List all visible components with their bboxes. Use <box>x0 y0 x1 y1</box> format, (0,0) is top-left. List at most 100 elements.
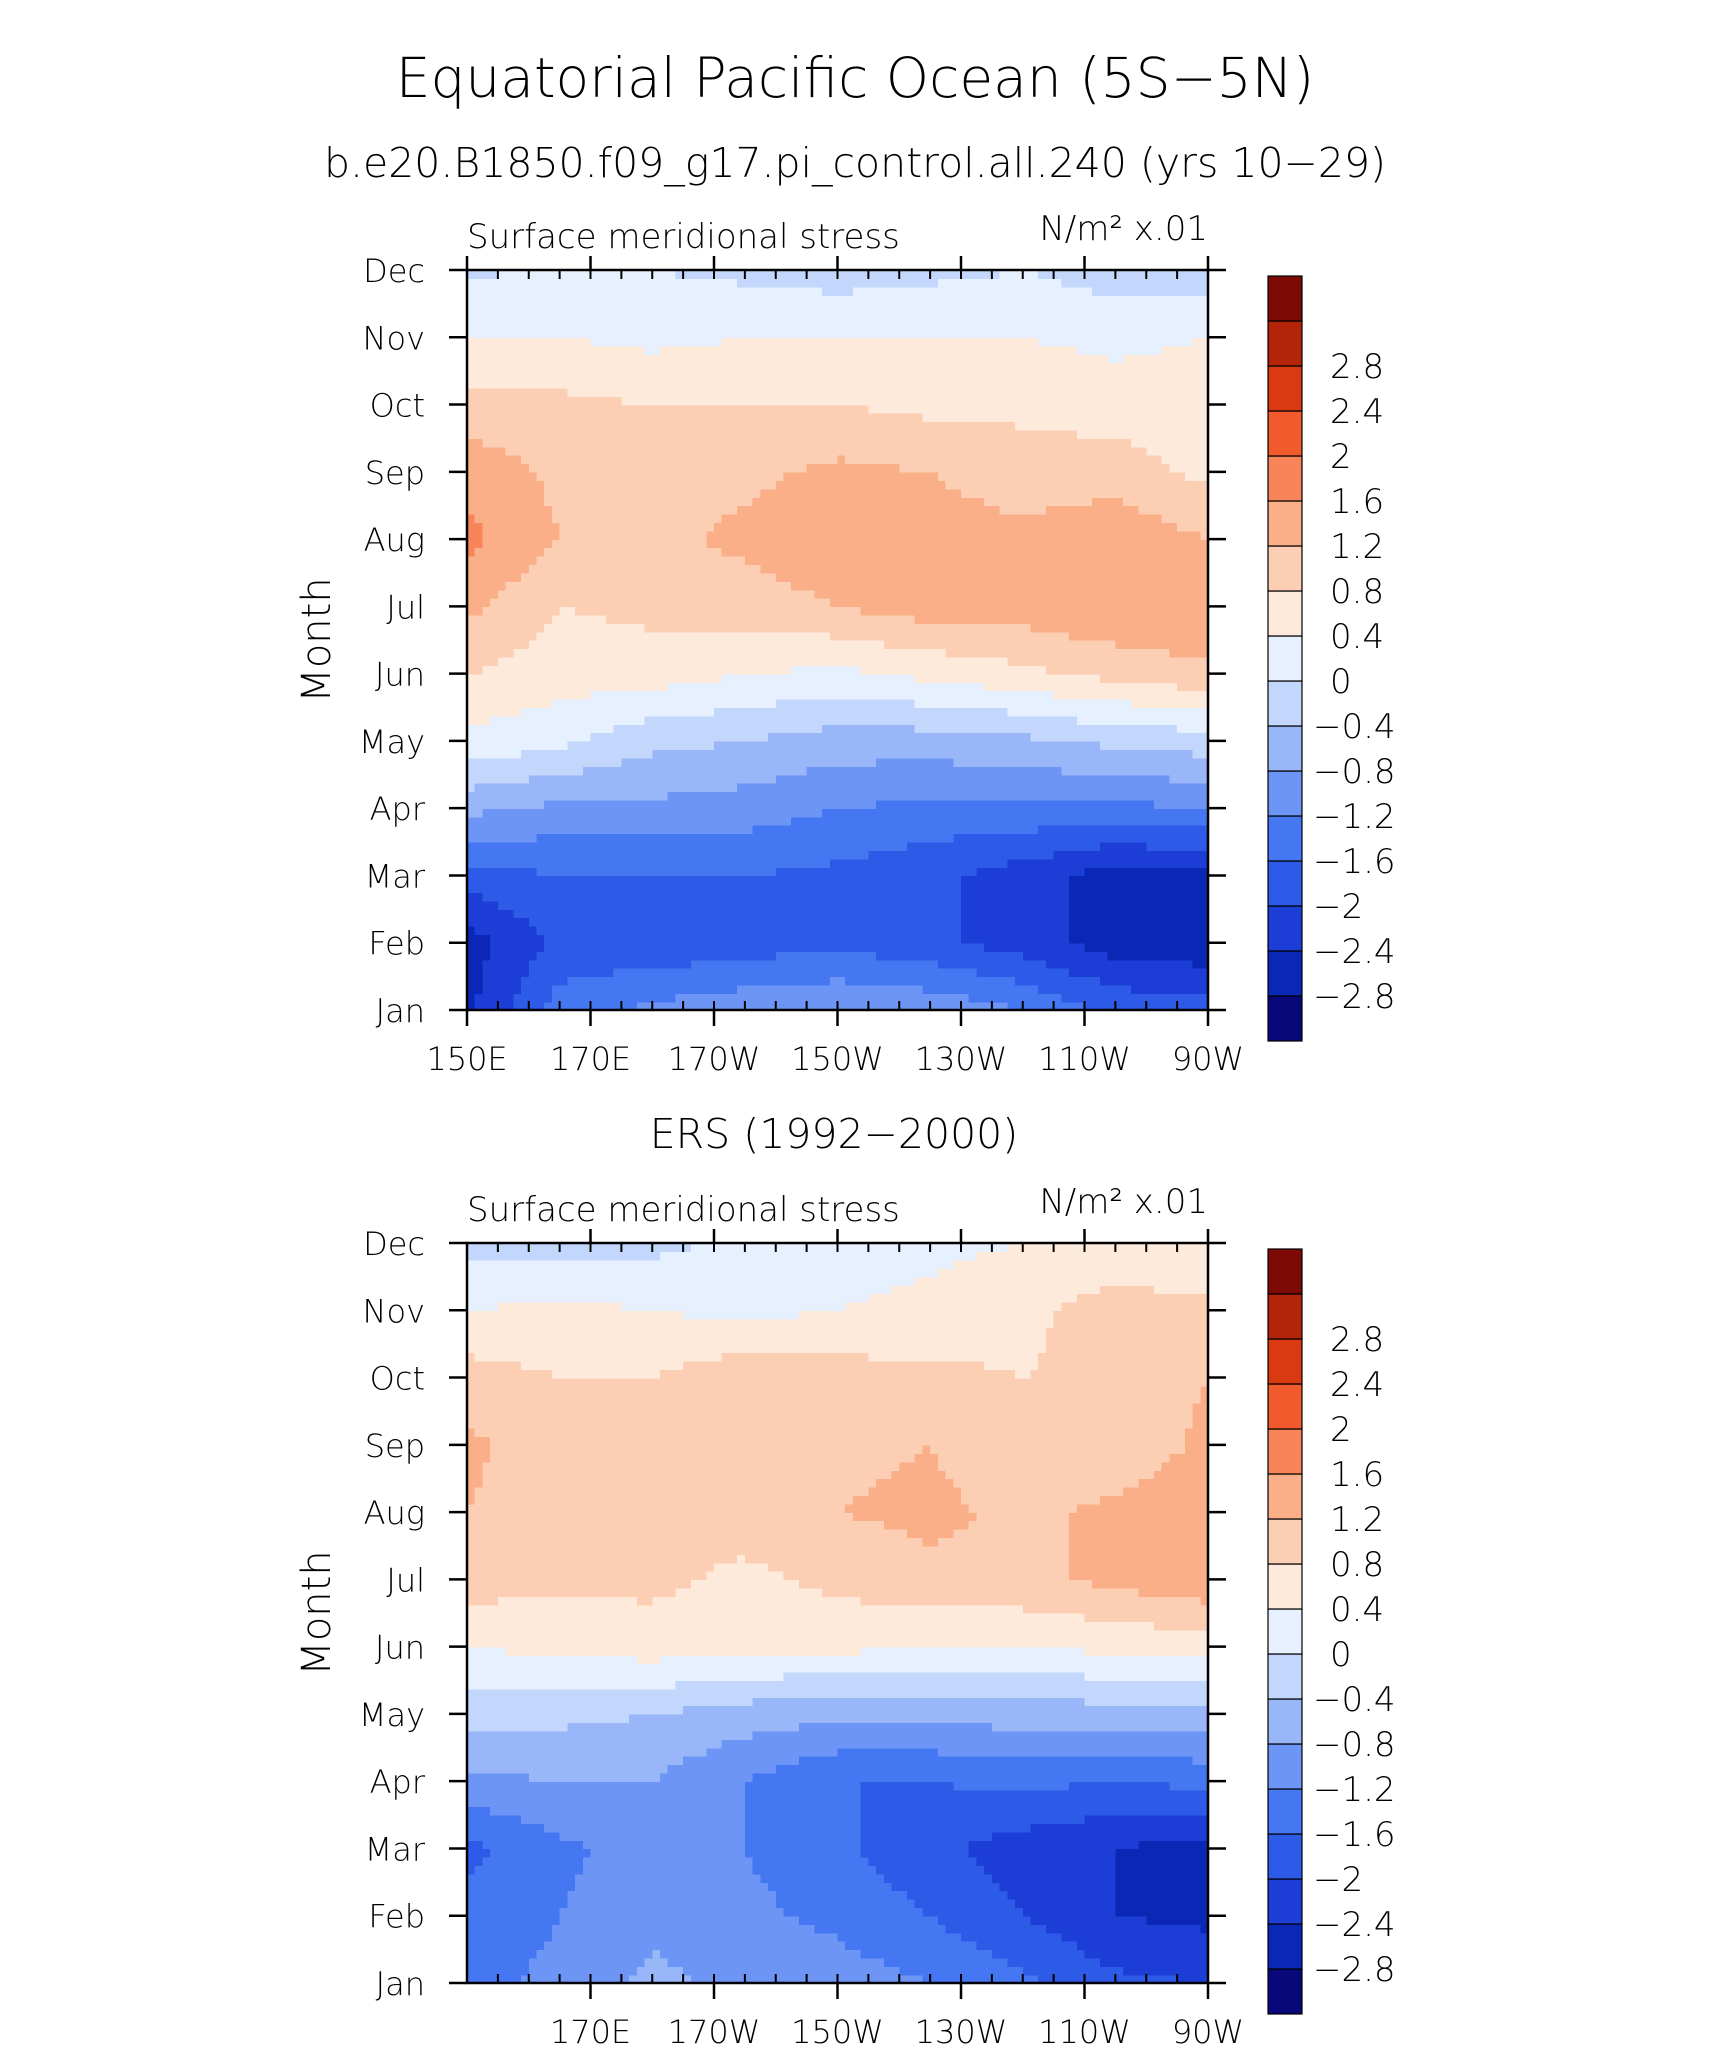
field-cell <box>629 362 638 372</box>
field-cell <box>899 656 908 666</box>
field-cell <box>714 379 723 389</box>
field-cell <box>891 816 900 826</box>
field-cell <box>737 724 746 734</box>
field-cell <box>567 581 576 591</box>
field-cell <box>798 597 808 608</box>
field-cell <box>768 505 777 515</box>
field-cell <box>752 320 762 330</box>
field-cell <box>775 766 785 776</box>
field-cell <box>829 673 839 683</box>
field-cell <box>822 572 831 582</box>
field-cell <box>582 463 592 473</box>
field-cell <box>513 539 522 549</box>
field-cell <box>829 875 839 885</box>
field-cell <box>482 421 491 431</box>
field-cell <box>474 875 484 885</box>
field-cell <box>497 690 507 700</box>
field-cell <box>621 875 630 885</box>
field-cell <box>598 564 607 574</box>
field-cell <box>706 480 715 490</box>
field-cell <box>783 547 792 557</box>
field-cell <box>521 404 530 414</box>
field-cell <box>605 825 615 835</box>
field-cell <box>752 648 762 658</box>
field-cell <box>814 471 823 481</box>
field-cell <box>675 774 684 784</box>
field-cell <box>860 799 870 809</box>
field-cell <box>544 337 553 347</box>
field-cell <box>551 564 561 574</box>
field-cell <box>683 749 692 759</box>
field-cell <box>636 345 646 355</box>
field-cell <box>513 530 522 540</box>
field-cell <box>829 740 839 751</box>
field-cell <box>575 715 584 725</box>
field-cell <box>652 379 661 389</box>
field-cell <box>497 724 507 734</box>
field-cell <box>590 808 599 818</box>
field-cell <box>482 337 491 347</box>
field-cell <box>729 799 738 809</box>
field-cell <box>551 698 561 708</box>
field-cell <box>490 412 499 423</box>
field-cell <box>474 463 484 473</box>
field-cell <box>729 446 738 456</box>
field-cell <box>575 782 584 793</box>
field-cell <box>482 312 491 322</box>
field-cell <box>829 934 839 944</box>
field-cell <box>474 749 484 759</box>
field-cell <box>683 387 692 397</box>
field-cell <box>721 539 731 549</box>
field-cell <box>822 782 831 793</box>
field-cell <box>575 354 584 364</box>
field-cell <box>613 295 623 305</box>
field-cell <box>536 488 545 498</box>
field-cell <box>806 942 816 952</box>
field-cell <box>876 673 885 683</box>
field-cell <box>528 362 538 372</box>
field-cell <box>829 925 839 936</box>
field-cell <box>605 320 615 330</box>
field-cell <box>675 614 684 624</box>
field-cell <box>721 976 731 986</box>
field-cell <box>513 505 522 515</box>
field-cell <box>613 707 623 717</box>
field-cell <box>737 614 746 624</box>
field-cell <box>528 909 538 919</box>
field-cell <box>814 412 823 423</box>
field-cell <box>636 833 646 843</box>
field-cell <box>845 934 854 944</box>
field-cell <box>814 312 823 322</box>
field-cell <box>474 715 484 725</box>
field-cell <box>621 984 630 994</box>
field-cell <box>690 572 700 582</box>
field-cell <box>791 682 800 692</box>
field-cell <box>575 850 584 860</box>
field-cell <box>683 522 692 532</box>
field-cell <box>513 295 522 305</box>
field-cell <box>729 959 738 969</box>
field-cell <box>721 867 731 877</box>
field-cell <box>690 757 700 767</box>
field-cell <box>814 724 823 734</box>
field-cell <box>852 446 862 456</box>
field-cell <box>883 900 893 910</box>
field-cell <box>582 370 592 381</box>
field-cell <box>760 959 769 969</box>
field-cell <box>721 925 731 936</box>
field-cell <box>698 597 707 608</box>
field-cell <box>752 690 762 700</box>
field-cell <box>513 614 522 624</box>
field-cell <box>490 976 499 986</box>
field-cell <box>575 513 584 523</box>
field-cell <box>490 539 499 549</box>
field-cell <box>791 286 800 296</box>
field-cell <box>598 337 607 347</box>
field-cell <box>605 984 615 994</box>
field-cell <box>822 471 831 481</box>
field-cell <box>883 766 893 776</box>
field-cell <box>629 370 638 381</box>
field-cell <box>814 597 823 608</box>
field-cell <box>613 463 623 473</box>
field-cell <box>775 438 785 448</box>
